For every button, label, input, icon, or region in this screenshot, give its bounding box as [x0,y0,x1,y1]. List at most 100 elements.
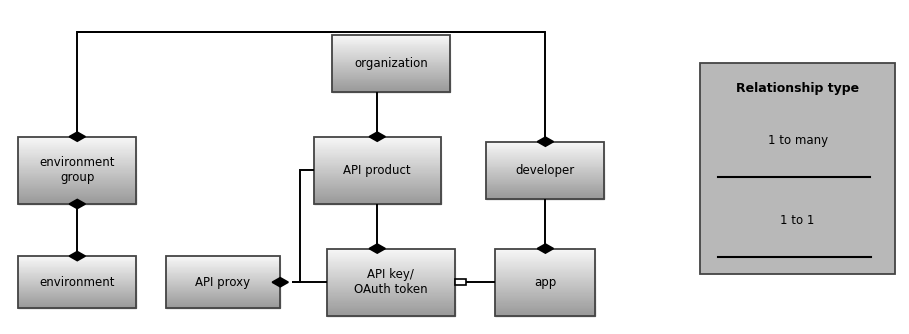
Bar [165,262,279,263]
Bar [18,164,136,165]
Bar [486,179,604,180]
Bar [495,286,595,287]
Bar [486,147,604,148]
Bar [486,175,604,176]
Bar [486,159,604,160]
Bar [314,167,441,168]
Bar [18,156,136,157]
Bar [327,261,454,262]
Bar [314,195,441,196]
Bar [18,266,136,267]
Bar [495,249,595,250]
Bar [327,301,454,302]
Bar [314,155,441,156]
Bar [165,280,279,281]
Bar [486,188,604,189]
Bar [486,177,604,178]
Bar [18,257,136,308]
Bar [327,300,454,301]
Bar [495,265,595,266]
Bar [486,161,604,162]
Bar [18,146,136,147]
Bar [18,299,136,300]
Bar [332,88,450,89]
Bar [327,251,454,252]
Bar [18,191,136,193]
Bar [165,279,279,280]
Bar [327,253,454,255]
Text: 1 to 1: 1 to 1 [781,214,814,227]
Bar [18,159,136,160]
Bar [314,165,441,166]
Bar [332,58,450,59]
Bar [495,300,595,301]
Bar [486,181,604,182]
Bar [165,259,279,260]
Text: environment: environment [39,276,115,289]
Bar [327,298,454,299]
Bar [18,300,136,301]
Bar [18,307,136,308]
Bar [327,307,454,308]
Bar [486,178,604,179]
Text: API key/
OAuth token: API key/ OAuth token [355,268,427,296]
Bar [486,171,604,172]
Bar [18,278,136,279]
Bar [495,267,595,268]
Bar [332,69,450,70]
Bar [314,137,441,204]
Bar [332,73,450,74]
Bar [486,172,604,173]
Bar [332,57,450,58]
Bar [327,293,454,295]
Bar [332,41,450,42]
Bar [18,272,136,273]
Bar [332,49,450,50]
Bar [327,259,454,260]
Bar [18,180,136,181]
Bar [18,174,136,175]
Text: environment
group: environment group [39,156,115,184]
Bar [18,262,136,263]
Bar [332,35,450,36]
Bar [327,308,454,309]
Bar [327,282,454,283]
Bar [165,257,279,308]
Bar [18,271,136,272]
Bar [327,311,454,312]
Bar [314,191,441,193]
Bar [18,261,136,262]
Bar [332,87,450,88]
Bar [327,310,454,311]
Bar [18,292,136,293]
Bar [18,171,136,173]
Bar [327,283,454,285]
Bar [486,163,604,164]
Bar [486,194,604,195]
Bar [314,138,441,139]
Bar [495,287,595,288]
Bar [332,62,450,63]
Bar [486,187,604,188]
Bar [327,263,454,265]
Bar [495,289,595,290]
Bar [18,147,136,148]
Bar [495,291,595,292]
Bar [18,275,136,276]
Bar [18,302,136,303]
Bar [314,197,441,198]
Bar [495,280,595,281]
Bar [314,193,441,194]
Bar [314,147,441,148]
Bar [327,273,454,275]
Bar [486,162,604,163]
Bar [165,296,279,297]
Bar [495,268,595,269]
Bar [486,169,604,170]
Bar [327,278,454,279]
Bar [165,286,279,287]
Bar [18,196,136,197]
Polygon shape [537,244,554,253]
Bar [327,275,454,276]
Bar [18,184,136,185]
